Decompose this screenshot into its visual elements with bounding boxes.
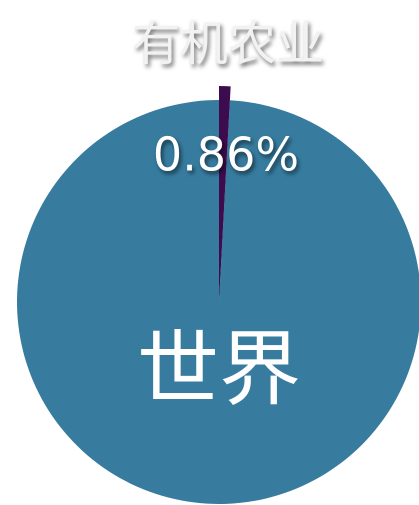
slice-label: 有机农业 [132, 16, 324, 72]
value-label: 0.86% [153, 128, 299, 182]
pie-slice [219, 86, 231, 302]
pie-slice [16, 100, 419, 504]
pie [16, 86, 419, 504]
slice-label: 世界 [137, 322, 301, 417]
